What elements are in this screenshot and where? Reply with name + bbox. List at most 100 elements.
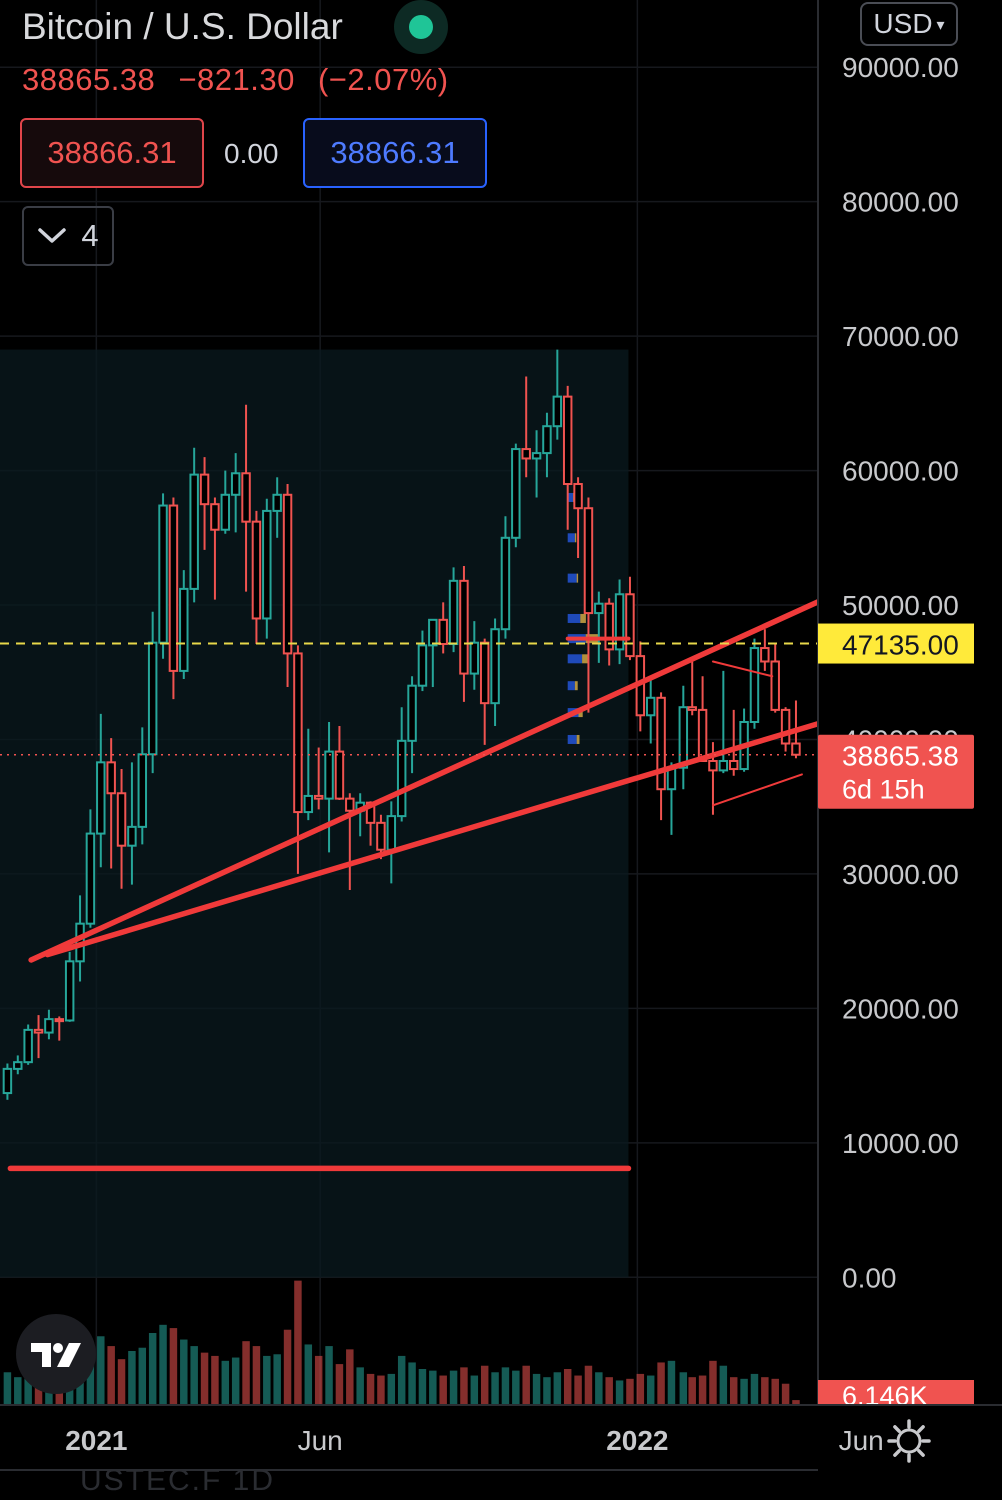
candle-body	[345, 797, 355, 812]
volume-bar	[449, 1370, 458, 1405]
volume-bar	[190, 1346, 198, 1405]
candle-body	[147, 641, 158, 756]
volume-bar	[346, 1349, 354, 1405]
status-dot-icon	[409, 15, 433, 39]
price-summary: 38865.38 −821.30 (−2.07%)	[22, 62, 463, 98]
candle-body	[728, 759, 739, 771]
volume-profile-bar	[567, 681, 575, 691]
candle-body	[625, 593, 635, 658]
volume-bar	[128, 1351, 136, 1405]
volume-bar	[3, 1372, 12, 1405]
candle-body	[189, 473, 199, 590]
volume-profile-bar	[576, 573, 579, 583]
candle-body	[137, 753, 148, 828]
volume-bar	[501, 1367, 510, 1405]
candle-body	[64, 960, 75, 1022]
volume-profile-bar	[576, 734, 580, 744]
volume-bar	[148, 1333, 157, 1405]
volume-bar	[408, 1362, 416, 1405]
volume-bar	[522, 1365, 530, 1405]
volume-bar	[211, 1355, 219, 1405]
candle-body	[2, 1067, 13, 1095]
candle-body	[708, 759, 718, 772]
candle-body	[645, 696, 656, 717]
candle-body	[313, 794, 324, 800]
time-axis-panel	[0, 1405, 1002, 1475]
spread-value: 0.00	[224, 138, 279, 169]
volume-bar	[252, 1346, 261, 1405]
candle-body	[614, 593, 625, 651]
candle-body	[760, 647, 770, 663]
volume-bar	[470, 1375, 479, 1405]
volume-bar	[169, 1328, 178, 1405]
volume-profile-bar	[567, 533, 575, 543]
trendline	[44, 709, 859, 958]
candle-body	[562, 395, 573, 486]
candle-body	[791, 742, 801, 756]
candle-body	[490, 628, 500, 705]
candle-body	[521, 448, 531, 460]
buy-button[interactable]: 38866.31	[303, 118, 487, 188]
volume-bar	[180, 1339, 188, 1405]
candle-body	[106, 761, 116, 795]
candle-body	[656, 696, 666, 791]
y-tick-label: 90000.00	[842, 52, 959, 83]
candle-body	[386, 815, 397, 851]
candle-body	[697, 708, 708, 762]
trendline	[28, 582, 859, 963]
symbol-title[interactable]: Bitcoin / U.S. Dollar	[22, 6, 343, 47]
tradingview-logo[interactable]	[16, 1314, 96, 1394]
indicators-toggle-button[interactable]: 4	[22, 206, 114, 266]
volume-profile-bar	[567, 613, 581, 623]
y-tick-label: 30000.00	[842, 859, 959, 890]
chevron-down-icon	[38, 228, 67, 243]
currency-dropdown[interactable]: USD ▾	[860, 2, 958, 46]
candle-body	[770, 660, 780, 711]
settings-gear-icon[interactable]	[886, 1418, 932, 1464]
x-tick-label: Jun	[839, 1425, 884, 1456]
volume-bar	[107, 1346, 115, 1405]
volume-bar	[263, 1355, 271, 1405]
candle-body	[583, 507, 594, 615]
volume-bar	[740, 1378, 748, 1405]
volume-bar	[460, 1367, 468, 1405]
volume-bar	[750, 1373, 759, 1405]
candle-body	[23, 1028, 33, 1064]
currency-label: USD	[873, 8, 933, 39]
volume-bar	[294, 1280, 302, 1405]
candle-body	[469, 641, 480, 675]
volume-bar	[584, 1365, 593, 1405]
current-price-label: 38865.38	[842, 741, 959, 772]
volume-bar	[283, 1329, 292, 1405]
volume-bar	[387, 1373, 396, 1405]
volume-bar	[231, 1357, 240, 1405]
x-tick-label: Jun	[298, 1425, 343, 1456]
indicators-count: 4	[81, 218, 99, 253]
watermark-symbol: USTEC.F 1D	[80, 1464, 276, 1497]
candle-body	[220, 493, 231, 531]
volume-bar	[397, 1355, 406, 1405]
volume-bar	[574, 1375, 582, 1405]
candle-body	[210, 503, 220, 531]
y-tick-label: 50000.00	[842, 590, 959, 621]
candle-body	[479, 641, 490, 705]
candle-body	[542, 425, 552, 455]
x-tick-label: 2021	[65, 1425, 127, 1456]
candle-body	[199, 473, 210, 506]
candle-body	[438, 618, 448, 646]
market-open-indicator	[394, 0, 448, 54]
bar-countdown-label: 6d 15h	[842, 775, 925, 805]
candle-body	[594, 602, 604, 615]
volume-bar	[729, 1377, 738, 1405]
candle-body	[448, 579, 459, 646]
candle-body	[780, 708, 791, 745]
sell-button[interactable]: 38866.31	[20, 118, 204, 188]
volume-profile-bar	[582, 654, 588, 664]
candle-body	[127, 825, 137, 847]
volume-bar	[626, 1378, 634, 1405]
alert-price-label: 47135.00	[842, 630, 959, 661]
candle-body	[272, 493, 282, 512]
volume-bar	[667, 1360, 676, 1405]
alert-price-tag	[818, 623, 974, 664]
